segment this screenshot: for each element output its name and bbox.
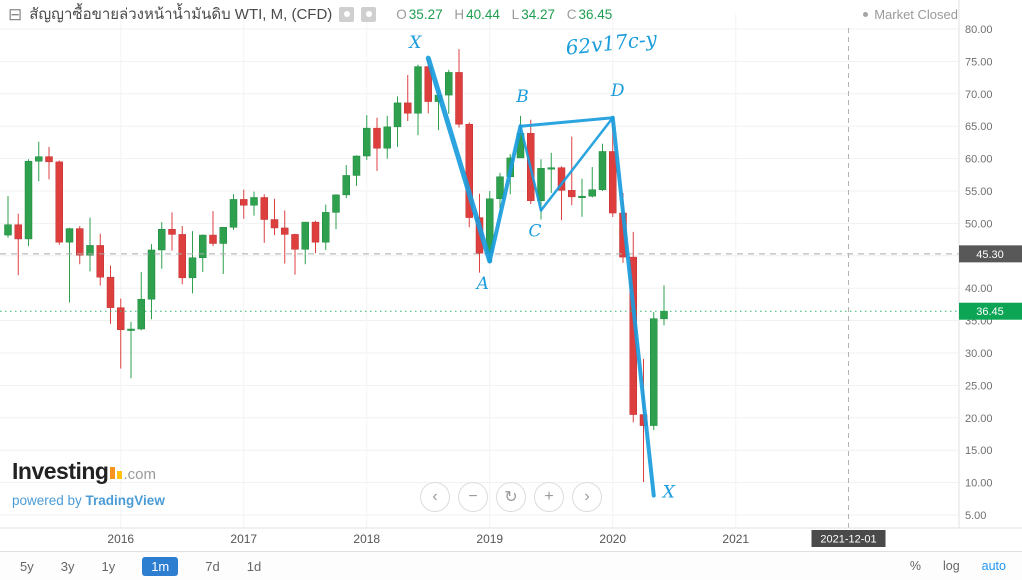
logo-candles-icon — [110, 466, 123, 484]
zoom-out-button[interactable]: − — [458, 482, 488, 512]
range-1d[interactable]: 1d — [246, 558, 262, 574]
svg-text:10.00: 10.00 — [965, 478, 993, 490]
tradingview-label: TradingView — [85, 493, 165, 508]
range-selector: 5y 3y 1y 1m 7d 1d — [0, 556, 262, 576]
percent-scale-toggle[interactable]: % — [909, 559, 921, 573]
svg-text:40.00: 40.00 — [965, 283, 993, 295]
scale-controls: % log auto — [910, 559, 1006, 573]
svg-text:20.00: 20.00 — [965, 413, 993, 425]
svg-text:C: C — [528, 221, 541, 241]
svg-text:75.00: 75.00 — [965, 56, 993, 68]
chart-nav-controls: ‹ − ↻ + › — [420, 482, 602, 512]
range-5y[interactable]: 5y — [20, 558, 34, 574]
price-chart[interactable]: 5.0010.0015.0020.0025.0030.0035.0040.004… — [0, 0, 1022, 551]
logo-tld: .com — [123, 466, 156, 483]
svg-text:B: B — [515, 87, 529, 107]
open-value: 35.27 — [408, 6, 443, 22]
zoom-in-button[interactable]: + — [534, 482, 564, 512]
range-3y[interactable]: 3y — [60, 558, 75, 574]
chart-header: ⊟ สัญญาซื้อขายล่วงหน้าน้ำมันดิบ WTI, M, … — [0, 0, 612, 28]
range-1m[interactable]: 1m — [142, 556, 179, 576]
settings-icon[interactable] — [361, 6, 377, 22]
svg-text:X: X — [407, 33, 422, 53]
low-label: L — [511, 6, 520, 22]
svg-text:45.30: 45.30 — [976, 249, 1004, 261]
svg-text:5.00: 5.00 — [965, 510, 986, 522]
powered-by-tradingview-link[interactable]: powered by TradingView — [12, 493, 165, 508]
range-1y[interactable]: 1y — [101, 558, 116, 574]
market-status: Market Closed — [863, 7, 958, 22]
svg-text:55.00: 55.00 — [965, 186, 993, 198]
svg-text:36.45: 36.45 — [976, 306, 1004, 318]
svg-text:2021-12-01: 2021-12-01 — [820, 534, 876, 546]
reset-view-button[interactable]: ↻ — [496, 482, 526, 512]
axis-tags: 45.30 36.45 2021-12-01 — [811, 245, 1022, 547]
market-status-text: Market Closed — [874, 7, 958, 22]
symbol-title: สัญญาซื้อขายล่วงหน้าน้ำมันดิบ WTI, M, (C… — [29, 6, 333, 23]
close-value: 36.45 — [578, 6, 613, 22]
investing-logo[interactable]: Investing .com — [12, 458, 156, 485]
logo-text: Investing — [12, 458, 109, 484]
svg-text:62v17c-y: 62v17c-y — [565, 26, 659, 60]
open-label: O — [396, 6, 407, 22]
svg-text:65.00: 65.00 — [965, 121, 993, 133]
svg-text:60.00: 60.00 — [965, 154, 993, 166]
pan-left-button[interactable]: ‹ — [420, 482, 450, 512]
svg-text:2018: 2018 — [353, 532, 380, 546]
svg-text:X: X — [661, 483, 676, 503]
range-7d[interactable]: 7d — [205, 558, 220, 574]
svg-text:2016: 2016 — [107, 532, 134, 546]
svg-text:A: A — [475, 274, 489, 294]
svg-text:80.00: 80.00 — [965, 24, 993, 36]
svg-text:2017: 2017 — [230, 532, 257, 546]
close-label: C — [566, 6, 577, 22]
svg-text:25.00: 25.00 — [965, 380, 993, 392]
snapshot-icon[interactable] — [339, 6, 355, 22]
bottom-toolbar: 5y 3y 1y 1m 7d 1d % log auto — [0, 551, 1022, 580]
log-scale-toggle[interactable]: log — [942, 559, 960, 573]
chart-menu-icon[interactable]: ⊟ — [8, 4, 23, 24]
svg-text:30.00: 30.00 — [965, 348, 993, 360]
svg-text:15.00: 15.00 — [965, 445, 993, 457]
svg-text:2019: 2019 — [476, 532, 503, 546]
svg-text:2020: 2020 — [599, 532, 626, 546]
high-value: 40.44 — [466, 6, 500, 22]
high-label: H — [454, 6, 465, 22]
svg-text:D: D — [610, 81, 625, 101]
status-dot — [863, 12, 869, 17]
svg-text:2021: 2021 — [722, 532, 749, 546]
pan-right-button[interactable]: › — [572, 482, 602, 512]
low-value: 34.27 — [521, 6, 555, 22]
ohlc-readout: O 35.27 H 40.44 L 34.27 C 36.45 — [388, 7, 612, 22]
auto-scale-toggle[interactable]: auto — [981, 559, 1006, 573]
svg-text:70.00: 70.00 — [965, 89, 993, 101]
svg-text:50.00: 50.00 — [965, 218, 993, 230]
